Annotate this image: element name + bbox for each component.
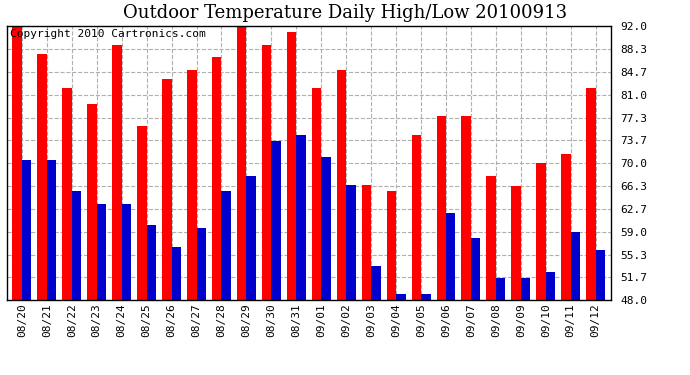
- Bar: [462, 117, 471, 300]
- Bar: [121, 204, 131, 300]
- Bar: [595, 250, 605, 300]
- Bar: [146, 225, 156, 300]
- Bar: [22, 160, 31, 300]
- Bar: [12, 26, 22, 300]
- Bar: [511, 186, 521, 300]
- Bar: [172, 247, 181, 300]
- Bar: [112, 45, 121, 300]
- Bar: [221, 191, 231, 300]
- Bar: [137, 126, 146, 300]
- Bar: [312, 88, 322, 300]
- Bar: [346, 185, 355, 300]
- Bar: [396, 294, 406, 300]
- Bar: [87, 104, 97, 300]
- Bar: [521, 278, 531, 300]
- Bar: [471, 238, 480, 300]
- Bar: [586, 88, 595, 300]
- Bar: [162, 79, 172, 300]
- Bar: [246, 176, 256, 300]
- Bar: [411, 135, 421, 300]
- Bar: [287, 33, 296, 300]
- Bar: [197, 228, 206, 300]
- Bar: [37, 54, 47, 300]
- Bar: [97, 204, 106, 300]
- Bar: [337, 70, 346, 300]
- Bar: [262, 45, 271, 300]
- Bar: [496, 278, 505, 300]
- Bar: [47, 160, 57, 300]
- Text: Copyright 2010 Cartronics.com: Copyright 2010 Cartronics.com: [10, 29, 206, 39]
- Bar: [437, 117, 446, 300]
- Bar: [237, 26, 246, 300]
- Bar: [536, 163, 546, 300]
- Bar: [561, 154, 571, 300]
- Bar: [371, 266, 381, 300]
- Text: Outdoor Temperature Daily High/Low 20100913: Outdoor Temperature Daily High/Low 20100…: [123, 4, 567, 22]
- Bar: [446, 213, 455, 300]
- Bar: [72, 191, 81, 300]
- Bar: [486, 176, 496, 300]
- Bar: [571, 231, 580, 300]
- Bar: [187, 70, 197, 300]
- Bar: [271, 141, 281, 300]
- Bar: [386, 191, 396, 300]
- Bar: [546, 272, 555, 300]
- Bar: [322, 157, 331, 300]
- Bar: [296, 135, 306, 300]
- Bar: [362, 185, 371, 300]
- Bar: [62, 88, 72, 300]
- Bar: [421, 294, 431, 300]
- Bar: [212, 57, 221, 300]
